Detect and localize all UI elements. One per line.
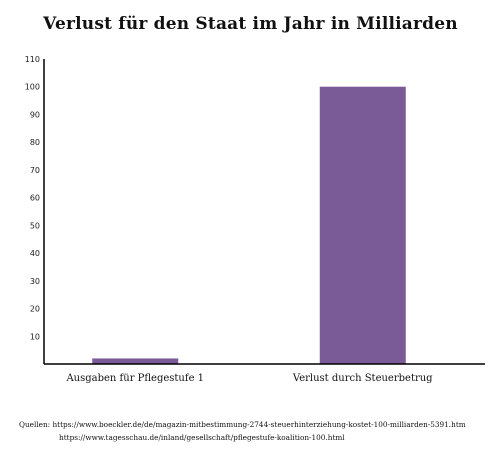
y-tick-label: 110 bbox=[25, 55, 40, 64]
bars bbox=[92, 86, 406, 365]
y-tick-label: 20 bbox=[30, 305, 40, 314]
bar bbox=[92, 358, 179, 364]
source-link-boeckler[interactable]: Quellen: https://www.boeckler.de/de/maga… bbox=[19, 420, 466, 429]
chart-title: Verlust für den Staat im Jahr in Milliar… bbox=[43, 14, 458, 34]
bar bbox=[319, 86, 406, 365]
x-category-label: Ausgaben für Pflegestufe 1 bbox=[65, 373, 204, 384]
y-tick-label: 30 bbox=[30, 277, 40, 286]
y-tick-label: 80 bbox=[30, 138, 40, 147]
y-tick-label: 10 bbox=[30, 332, 40, 341]
source-link-tagesschau[interactable]: https://www.tagesschau.de/inland/gesells… bbox=[59, 433, 345, 442]
y-tick-label: 60 bbox=[30, 194, 40, 203]
y-tick-label: 100 bbox=[25, 83, 40, 92]
sources-note: Quellen: https://www.boeckler.de/de/maga… bbox=[19, 418, 466, 444]
y-tick-label: 40 bbox=[30, 249, 40, 258]
y-tick-label: 90 bbox=[30, 110, 40, 119]
y-tick-label: 50 bbox=[30, 221, 40, 230]
x-axis-labels: Ausgaben für Pflegestufe 1 Verlust durch … bbox=[65, 373, 433, 384]
y-tick-label: 70 bbox=[30, 166, 40, 175]
y-axis-ticks: 10 20 30 40 50 60 70 80 90 100 110 bbox=[25, 55, 40, 341]
x-category-label: Verlust durch Steuerbetrug bbox=[292, 373, 433, 384]
